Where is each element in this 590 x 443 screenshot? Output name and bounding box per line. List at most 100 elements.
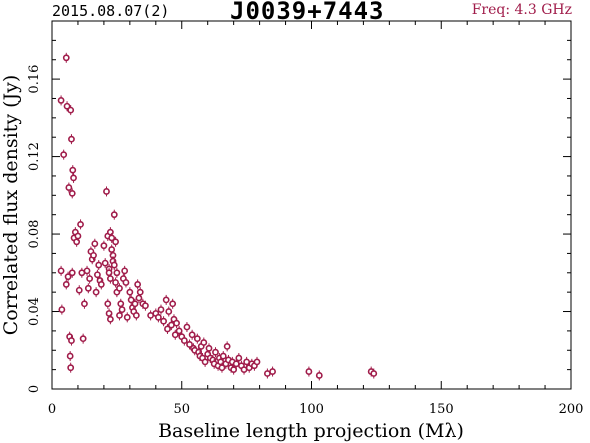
data-point — [63, 102, 71, 110]
data-point — [68, 135, 75, 143]
x-tick-label: 50 — [173, 402, 190, 417]
data-point — [68, 337, 75, 344]
data-point — [62, 54, 70, 62]
data-point — [127, 296, 135, 304]
data-point — [108, 246, 116, 253]
data-point — [169, 300, 177, 308]
data-point — [218, 364, 226, 372]
data-point — [106, 315, 114, 323]
data-point — [112, 279, 119, 286]
data-point — [100, 242, 108, 250]
data-point — [75, 286, 83, 294]
data-point — [64, 273, 72, 281]
data-point — [105, 310, 113, 317]
data-point — [67, 364, 75, 372]
data-point — [193, 335, 201, 343]
data-point — [175, 327, 183, 335]
data-point — [77, 220, 84, 228]
data-point — [126, 288, 134, 296]
data-point — [305, 368, 313, 375]
data-point — [134, 281, 142, 288]
x-axis-label: Baseline length projection (Mλ) — [158, 420, 464, 442]
data-point — [110, 261, 118, 269]
data-point — [74, 232, 82, 240]
data-point — [69, 166, 77, 174]
data-points — [57, 52, 378, 381]
data-point — [90, 251, 97, 259]
frequency-label: Freq: 4.3 GHz — [471, 2, 572, 18]
data-point — [131, 300, 139, 308]
data-point — [106, 228, 114, 236]
data-point — [97, 281, 105, 288]
y-axis-label: Correlated flux density (Jy) — [0, 75, 22, 336]
data-point — [188, 331, 196, 339]
observation-date: 2015.08.07(2) — [52, 2, 170, 20]
data-point — [92, 288, 100, 296]
x-tick-label: 150 — [429, 402, 454, 417]
data-point — [164, 325, 171, 333]
axis-ticks — [51, 21, 572, 390]
data-point — [108, 234, 116, 242]
data-point — [223, 342, 231, 350]
data-point — [103, 188, 110, 195]
data-point — [219, 352, 227, 360]
data-point — [66, 352, 74, 360]
data-point — [95, 261, 103, 269]
data-point — [86, 275, 94, 282]
data-point — [106, 275, 114, 282]
data-point — [101, 259, 109, 267]
data-point — [162, 296, 170, 304]
data-point — [235, 354, 243, 362]
data-point — [68, 189, 76, 197]
data-point — [154, 313, 162, 321]
x-tick-label: 200 — [559, 402, 584, 417]
data-point — [110, 211, 118, 219]
data-point — [112, 238, 119, 246]
data-point — [165, 308, 173, 315]
data-point — [173, 319, 180, 327]
data-point — [122, 279, 130, 286]
y-tick-label: 0.08 — [27, 220, 42, 249]
data-point — [60, 151, 68, 159]
data-point — [83, 267, 91, 275]
data-point — [212, 348, 219, 356]
data-point — [142, 302, 149, 310]
data-point — [116, 311, 123, 319]
data-point — [123, 313, 131, 321]
plot-frame — [51, 20, 572, 390]
data-point — [370, 370, 378, 377]
data-point — [68, 269, 76, 277]
data-point — [79, 335, 87, 343]
data-point — [117, 300, 125, 308]
data-point — [118, 306, 126, 313]
data-point — [57, 267, 65, 275]
data-point — [136, 288, 144, 296]
x-tick-label: 0 — [48, 402, 56, 417]
data-point — [67, 106, 75, 114]
data-point — [94, 271, 101, 279]
data-point — [91, 240, 99, 248]
data-point — [200, 339, 208, 346]
data-point — [157, 306, 165, 313]
data-point — [81, 300, 88, 308]
data-point — [105, 269, 113, 277]
data-point — [171, 331, 179, 339]
x-tick-label: 100 — [299, 402, 324, 417]
data-point — [201, 358, 209, 366]
data-point — [205, 344, 213, 352]
y-tick-label: 0.12 — [27, 142, 42, 171]
data-point — [73, 238, 81, 246]
data-point — [84, 284, 92, 292]
data-point — [315, 372, 323, 379]
data-point — [186, 341, 193, 348]
data-point — [58, 306, 66, 313]
data-point — [121, 267, 129, 275]
data-point — [180, 337, 188, 344]
y-tick-labels: 0 0.04 0.08 0.12 0.16 — [27, 65, 42, 394]
data-point — [104, 300, 112, 308]
data-point — [57, 97, 65, 104]
x-tick-labels: 0 50 100 150 200 — [48, 402, 584, 417]
data-point — [135, 294, 143, 302]
data-point — [65, 184, 73, 191]
